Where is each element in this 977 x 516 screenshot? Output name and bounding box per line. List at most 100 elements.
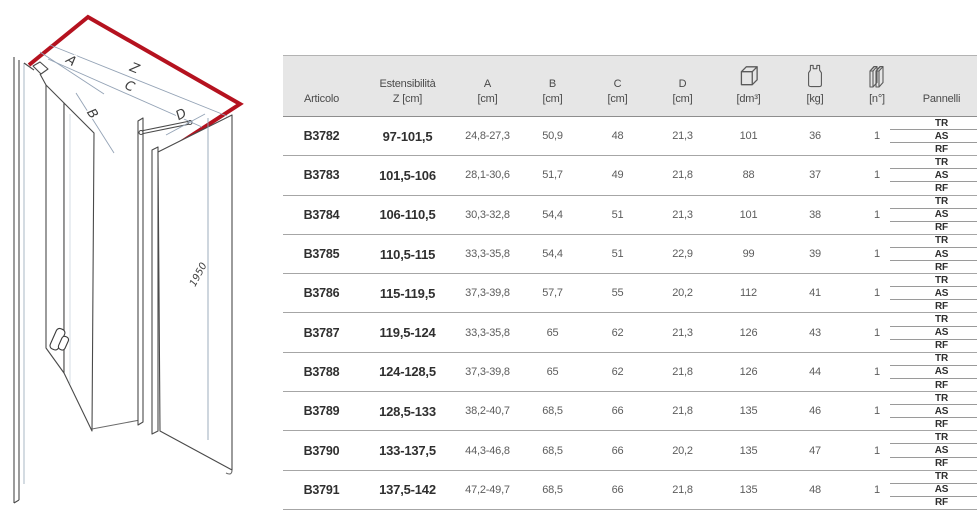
cell-count: 1: [874, 169, 880, 182]
cell-d: 21,8: [672, 169, 693, 182]
panel-type-tr: TR: [890, 313, 977, 327]
cell-count: 1: [874, 405, 880, 418]
panel-type-rf: RF: [890, 340, 977, 352]
cell-d: 22,9: [672, 248, 693, 261]
cell-a: 44,3-46,8: [465, 444, 510, 457]
panel-type-rf: RF: [890, 182, 977, 194]
header-a: A [cm]: [455, 56, 520, 116]
cell-extensibility: 124-128,5: [379, 364, 436, 380]
cell-b: 50,9: [542, 130, 563, 143]
panel-type-tr: TR: [890, 196, 977, 209]
panel-type-label: RF: [935, 340, 948, 352]
panel-type-label: RF: [935, 261, 948, 273]
cell-b: 68,5: [542, 405, 563, 418]
panel-type-label: AS: [934, 405, 949, 417]
cell-weight: 36: [809, 130, 821, 143]
header-articolo-label: Articolo: [303, 93, 340, 106]
header-d-unit: [cm]: [672, 93, 693, 106]
cell-articolo: B3787: [303, 325, 340, 340]
table-row: B3789 128,5-133 38,2-40,7 68,5 66 21,8 1…: [283, 392, 977, 432]
header-weight-unit: [kg]: [806, 93, 824, 106]
header-a-label: A: [483, 77, 492, 90]
cell-volume: 135: [739, 405, 758, 418]
cell-d: 21,3: [672, 130, 693, 143]
cell-c: 66: [611, 444, 624, 457]
cell-extensibility: 119,5-124: [379, 325, 436, 341]
cell-b: 68,5: [542, 483, 563, 496]
cell-pannelli: TR AS RF: [890, 392, 977, 430]
panel-type-label: RF: [935, 300, 948, 312]
cell-count: 1: [874, 365, 880, 378]
panel-type-tr: TR: [890, 353, 977, 366]
panel-type-label: RF: [935, 222, 948, 234]
cell-volume: 135: [739, 444, 758, 457]
cell-weight: 41: [809, 287, 821, 300]
panel-type-label: RF: [935, 379, 948, 391]
cell-d: 21,3: [672, 326, 693, 339]
cell-c: 62: [611, 365, 624, 378]
cell-b: 54,4: [542, 208, 563, 221]
cell-c: 49: [611, 169, 624, 182]
cell-volume: 101: [739, 208, 758, 221]
cell-a: 30,3-32,8: [465, 208, 510, 221]
panel-type-as: AS: [890, 366, 977, 379]
panel-type-label: TR: [935, 156, 948, 168]
cell-a: 38,2-40,7: [465, 405, 510, 418]
cell-d: 20,2: [672, 444, 693, 457]
panel-type-label: AS: [934, 169, 949, 181]
cell-count: 1: [874, 326, 880, 339]
header-estensibilita-line1: Estensibilità: [379, 77, 436, 90]
header-b: B [cm]: [520, 56, 585, 116]
table-row: B3782 97-101,5 24,8-27,3 50,9 48 21,3 10…: [283, 117, 977, 157]
cell-b: 65: [546, 365, 559, 378]
cell-c: 66: [611, 483, 624, 496]
volume-box-icon: [740, 66, 758, 86]
panel-type-label: TR: [935, 196, 948, 208]
cell-articolo: B3790: [303, 443, 340, 458]
cell-extensibility: 115-119,5: [379, 285, 436, 301]
panel-type-label: RF: [935, 418, 948, 430]
header-estensibilita: Estensibilità Z [cm]: [360, 56, 455, 116]
cell-a: 33,3-35,8: [465, 248, 510, 261]
cell-pannelli: TR AS RF: [890, 235, 977, 273]
panel-type-rf: RF: [890, 143, 977, 155]
panel-type-tr: TR: [890, 117, 977, 131]
cell-volume: 112: [740, 287, 757, 300]
cell-extensibility: 101,5-106: [379, 167, 436, 183]
panel-type-label: AS: [934, 287, 949, 299]
header-volume-unit: [dm³]: [736, 93, 761, 106]
cell-articolo: B3788: [303, 364, 340, 379]
header-pannelli: Pannelli: [906, 56, 977, 116]
panel-type-label: AS: [934, 209, 949, 221]
cell-c: 62: [611, 326, 624, 339]
cell-weight: 48: [809, 483, 821, 496]
cell-a: 28,1-30,6: [465, 169, 510, 182]
cell-a: 37,3-39,8: [465, 287, 510, 300]
header-b-label: B: [548, 77, 557, 90]
panel-type-label: AS: [934, 445, 949, 457]
cell-d: 21,8: [672, 365, 693, 378]
door-handle-icon: [49, 327, 70, 351]
panel-type-label: TR: [935, 235, 948, 247]
panel-type-rf: RF: [890, 379, 977, 391]
panel-count-icon: [869, 66, 884, 88]
cell-volume: 126: [739, 326, 758, 339]
cell-weight: 46: [809, 405, 821, 418]
cell-b: 68,5: [542, 444, 563, 457]
table-row: B3784 106-110,5 30,3-32,8 54,4 51 21,3 1…: [283, 195, 977, 235]
cell-volume: 101: [739, 130, 758, 143]
panel-type-tr: TR: [890, 235, 977, 248]
cell-extensibility: 97-101,5: [382, 128, 433, 144]
top-frame-red-outline: [27, 14, 244, 154]
panel-type-as: AS: [890, 209, 977, 222]
cell-count: 1: [874, 130, 880, 143]
panel-type-label: TR: [935, 353, 948, 365]
panel-type-label: TR: [935, 471, 948, 483]
panel-type-as: AS: [890, 484, 977, 497]
cell-pannelli: TR AS RF: [890, 196, 977, 234]
table-row: B3785 110,5-115 33,3-35,8 54,4 51 22,9 9…: [283, 234, 977, 275]
cell-b: 54,4: [542, 248, 563, 261]
panel-type-label: RF: [935, 143, 948, 155]
panel-type-label: TR: [935, 392, 948, 404]
